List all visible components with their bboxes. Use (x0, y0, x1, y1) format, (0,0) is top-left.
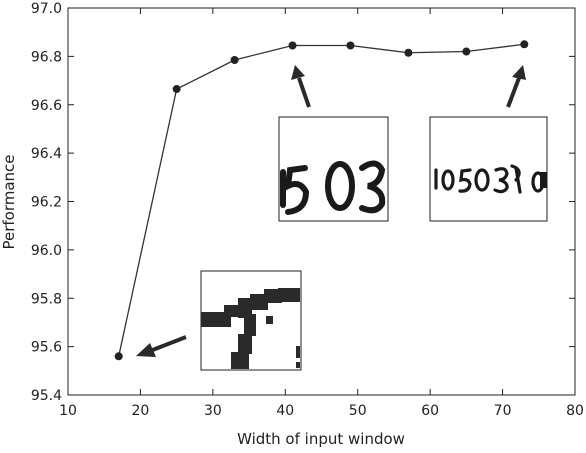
axis-ticks: 10 20 30 40 50 60 70 80 95.4 95.6 95.8 96.0 96.2 96.4… (31, 1, 584, 419)
x-axis-title: Width of input window (237, 430, 405, 448)
y-tick-label: 95.6 (31, 340, 62, 356)
x-tick-label: 60 (421, 403, 439, 419)
y-tick-label: 96.0 (31, 243, 62, 259)
data-point (230, 56, 239, 65)
plot-area-frame (67, 7, 576, 396)
data-point (172, 85, 181, 94)
x-tick-label: 30 (204, 403, 222, 419)
y-tick-label: 95.8 (31, 291, 62, 307)
data-point (346, 41, 355, 50)
inset-handwriting-crop-1 (278, 116, 389, 222)
y-tick-label: 95.4 (31, 388, 62, 404)
y-tick-label: 96.4 (31, 146, 62, 162)
y-axis-title: Performance (0, 154, 18, 249)
x-tick-label: 50 (349, 403, 367, 419)
data-point (404, 48, 413, 57)
series-layer (114, 40, 529, 361)
y-tick-label: 96.2 (31, 195, 62, 211)
x-tick-label: 20 (132, 403, 150, 419)
x-tick-label: 10 (59, 403, 77, 419)
y-tick-label: 96.6 (31, 98, 62, 114)
y-tick-label: 96.8 (31, 49, 62, 65)
data-point (462, 47, 471, 56)
arrow-to-first-point (136, 335, 187, 357)
annotation-arrows (136, 65, 526, 357)
x-tick-label: 40 (276, 403, 294, 419)
data-point (288, 41, 297, 50)
arrow-to-right-inset (506, 65, 526, 108)
y-tick-label: 97.0 (31, 1, 62, 17)
data-point (114, 352, 123, 361)
arrow-to-middle-inset (291, 65, 311, 108)
data-point (520, 40, 529, 49)
inset-handwriting-crop-2 (429, 116, 548, 222)
x-tick-label: 70 (494, 403, 512, 419)
x-tick-label: 80 (566, 403, 584, 419)
series-line (118, 43, 525, 357)
inset-pixel-crop (200, 270, 302, 371)
